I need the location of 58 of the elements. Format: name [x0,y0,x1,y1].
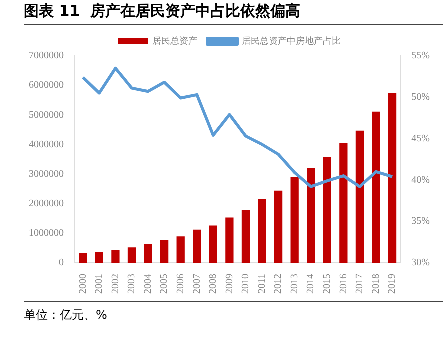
x-tick-label: 2002 [110,274,122,294]
bar [340,144,348,263]
legend-label: 居民总资产中房地产占比 [242,36,341,47]
y2-tick-label: 50% [412,92,430,104]
bar [307,168,316,263]
bar [112,250,120,263]
x-tick-label: 2010 [240,274,252,294]
x-tick-label: 2015 [322,274,334,294]
y2-tick-label: 35% [412,216,430,228]
y2-tick-label: 40% [412,174,430,186]
bar [323,157,332,263]
x-tick-label: 2008 [208,274,220,294]
x-tick-label: 2005 [159,274,170,294]
x-tick-label: 2019 [387,274,398,294]
x-tick-label: 2013 [289,274,300,294]
chart-title: 图表 11 房产在居民资产中占比依然偏高 [24,2,443,25]
x-tick-label: 2014 [306,274,317,294]
bar [290,177,299,263]
bar [226,218,234,263]
bar [258,199,266,263]
x-tick-label: 2004 [142,274,154,294]
bar [356,130,364,263]
bar [388,94,397,263]
y-tick-label: 4000000 [29,139,64,150]
legend-label: 居民总资产 [152,36,198,47]
bar [176,236,185,263]
x-tick-label: 2016 [338,274,350,294]
text: 单位：亿元、% [24,301,443,324]
bar [144,244,152,263]
x-tick-label: 2018 [370,274,382,294]
bar [128,248,136,263]
x-tick-label: 2001 [94,274,106,294]
y2-tick-label: 45% [412,133,430,144]
y-tick-label: 6000000 [29,80,64,92]
x-tick-label: 2009 [224,274,236,294]
y-tick-label: 3000000 [29,168,64,180]
x-tick-label: 2012 [273,274,284,294]
x-tick-label: 2017 [354,274,366,294]
x-tick-label: 2003 [126,274,138,294]
y-tick-label: 2000000 [29,198,64,210]
x-tick-label: 2000 [78,274,89,294]
y-tick-label: 1000000 [29,228,64,240]
bar [372,112,380,263]
bar [79,253,88,263]
y-tick-label: 0 [59,258,64,269]
y2-tick-label: 55% [412,50,430,62]
x-tick-label: 2006 [175,274,186,294]
y2-tick-label: 30% [412,258,430,269]
bar [95,252,104,263]
x-tick-label: 2011 [256,274,268,294]
y-tick-label: 7000000 [29,50,64,62]
y-tick-label: 5000000 [29,110,64,121]
bar [209,226,218,263]
bar [274,190,283,263]
bar [242,210,250,263]
bar [160,240,169,263]
x-tick-label: 2007 [192,274,203,294]
bar [193,230,202,263]
